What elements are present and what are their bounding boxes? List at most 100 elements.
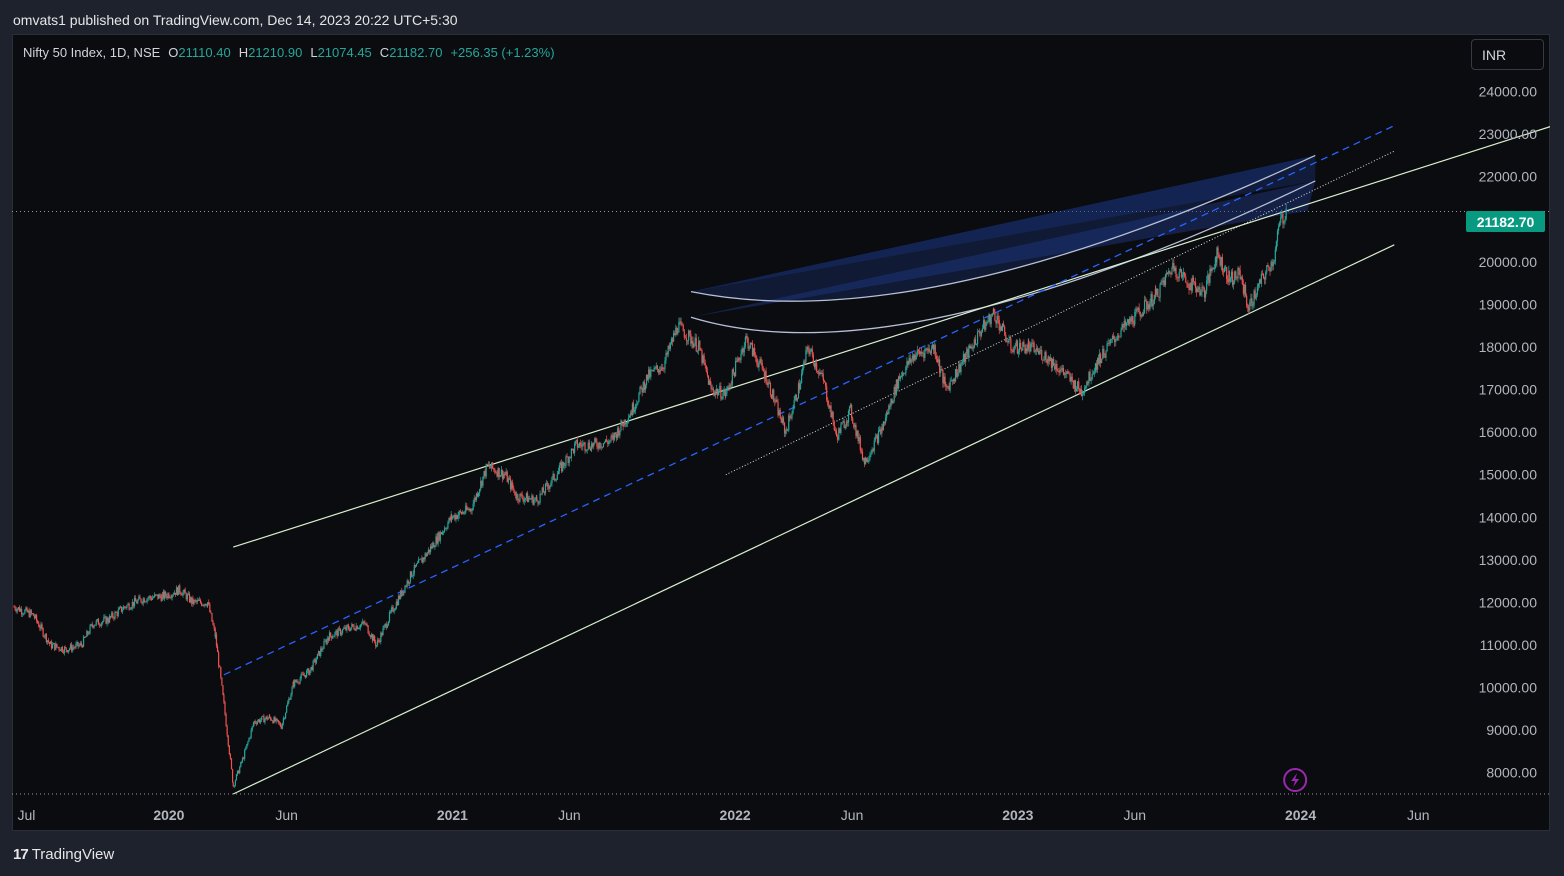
candle-body [940, 369, 942, 373]
candle-body [186, 594, 188, 600]
price-chart[interactable]: 24000.0023000.0022000.0021000.0020000.00… [12, 34, 1550, 831]
candle-body [926, 348, 928, 351]
candle-body [886, 412, 888, 418]
candle-body [896, 379, 899, 389]
candle-body [834, 429, 836, 431]
candle-body [1025, 348, 1027, 354]
candle-body [332, 636, 334, 639]
candle-body [574, 443, 576, 453]
x-tick-label: Jun [1407, 807, 1430, 823]
candle-body [65, 647, 67, 651]
candle-body [1085, 385, 1087, 388]
candle-body [198, 599, 201, 601]
candle-body [595, 438, 597, 442]
candle-body [190, 597, 192, 603]
candle-body [789, 415, 791, 418]
candle-body [736, 360, 738, 362]
candle-body [876, 435, 879, 444]
candle-body [20, 608, 23, 615]
candle-body [673, 333, 675, 342]
candle-body [890, 398, 892, 407]
candle-body [697, 345, 700, 352]
currency-button[interactable]: INR [1471, 39, 1544, 70]
candle-body [367, 625, 369, 634]
candle-body [1200, 292, 1202, 296]
x-tick-label: Jul [17, 807, 35, 823]
candle-body [928, 348, 930, 352]
candle-body [778, 410, 780, 416]
candle-body [481, 480, 483, 486]
candle-body [811, 349, 813, 355]
candle-body [581, 444, 583, 447]
candle-body [98, 624, 101, 626]
candle-body [507, 478, 509, 483]
candle-body [517, 494, 519, 501]
candle-body [941, 369, 943, 371]
candle-body [772, 389, 774, 399]
candle-body [274, 717, 276, 722]
candle-body [514, 490, 516, 496]
candle-body [917, 349, 919, 352]
candle-body [1250, 298, 1252, 303]
candle-body [1020, 342, 1022, 350]
candle-body [1280, 217, 1282, 223]
candle-body [469, 508, 471, 511]
candle-body [1265, 272, 1267, 280]
candle-body [922, 352, 924, 354]
candle-body [104, 616, 106, 618]
candle-body [600, 446, 602, 448]
candle-body [316, 653, 319, 660]
candle-body [585, 450, 587, 452]
candle-body [730, 384, 732, 386]
candle-body [565, 456, 567, 466]
candle-body [1051, 358, 1054, 368]
candle-body [350, 627, 352, 631]
candle-body [251, 726, 253, 730]
candle-body [235, 774, 238, 781]
candle-body [1240, 277, 1242, 279]
candle-body [15, 609, 17, 612]
candle-body [841, 422, 843, 425]
candle-body [1056, 363, 1058, 371]
candle-body [904, 373, 906, 375]
candle-body [1097, 357, 1100, 364]
tradingview-footer[interactable]: 17 TradingView [13, 844, 114, 864]
candle-body [280, 726, 282, 729]
candle-body [232, 782, 234, 787]
candle-body [1133, 323, 1135, 325]
chart-pane[interactable] [12, 34, 1550, 831]
candle-body [1130, 317, 1132, 322]
candle-body [352, 624, 354, 627]
candle-body [492, 462, 494, 469]
candle-body [1050, 357, 1053, 368]
candle-body [1229, 278, 1231, 282]
candle-body [627, 417, 630, 423]
candle-body [247, 741, 249, 744]
candle-body [197, 600, 199, 601]
candle-body [1257, 283, 1260, 287]
candle-body [969, 345, 971, 349]
candle-body [401, 590, 403, 596]
candle-body [225, 714, 227, 727]
candle-body [1192, 277, 1194, 282]
candle-body [746, 335, 748, 339]
candle-body [1072, 380, 1074, 389]
candle-body [119, 606, 122, 608]
candle-body [72, 647, 74, 651]
candle-body [1208, 274, 1210, 284]
candle-body [175, 587, 178, 595]
candle-body [618, 428, 620, 436]
candle-body [538, 502, 540, 504]
candle-body [732, 369, 735, 373]
candle-body [1103, 348, 1105, 355]
candle-body [132, 601, 135, 607]
candle-body [1210, 268, 1212, 271]
candle-body [723, 389, 725, 393]
candle-body [372, 635, 375, 641]
candle-body [805, 349, 807, 362]
candle-body [431, 546, 433, 549]
candle-body [502, 474, 505, 479]
candle-body [924, 349, 926, 358]
candle-body [714, 391, 717, 396]
candle-body [462, 512, 465, 514]
